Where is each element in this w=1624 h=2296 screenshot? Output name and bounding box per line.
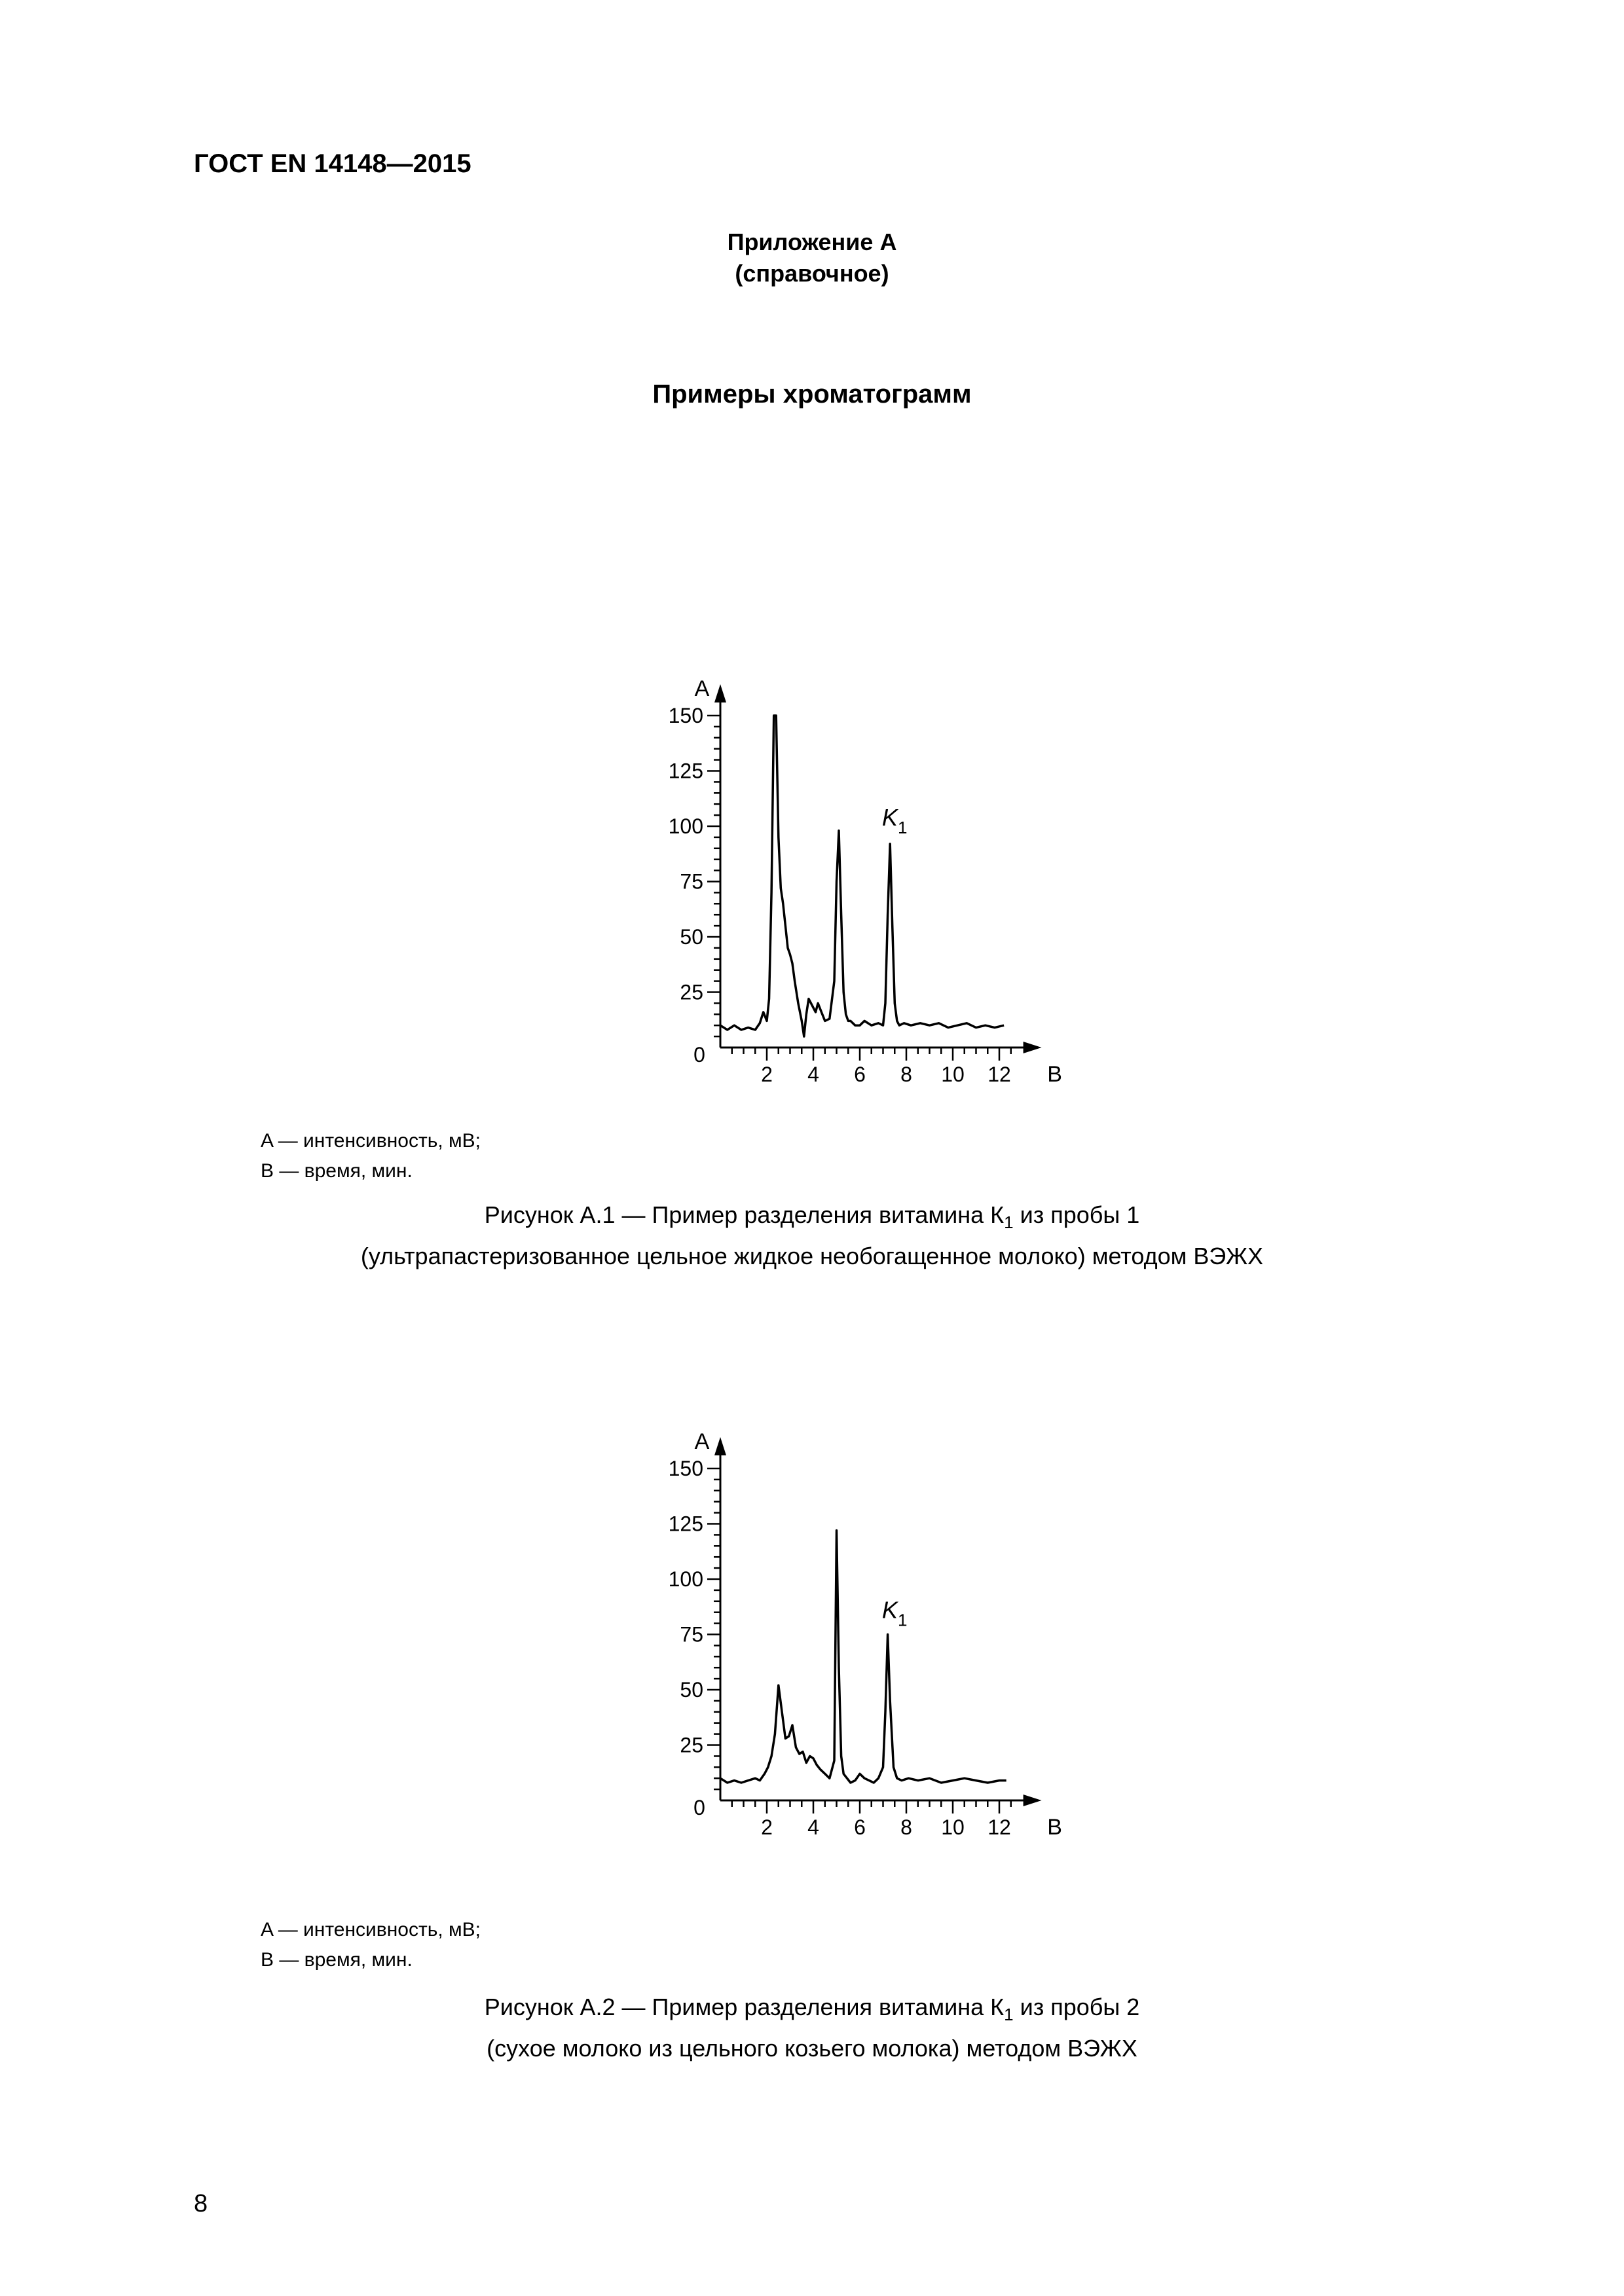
peak-label-subscript: 1 [898,1611,907,1630]
x-axis-label: B [1047,1062,1062,1087]
y-tick-label: 100 [669,814,703,838]
peak-label-subscript: 1 [898,818,907,837]
y-axis-arrow [714,1437,726,1455]
x-tick-label: 6 [854,1815,866,1839]
peak-label-k1: K1 [882,1597,907,1630]
caption-line1-start: Рисунок А.2 — Пример разделения витамина… [484,1994,1005,2020]
figure-2-caption: Рисунок А.2 — Пример разделения витамина… [0,1990,1624,2066]
origin-label: 0 [693,1796,705,1819]
y-axis-label: A [695,676,710,701]
legend-line-a: A — интенсивность, мВ; [261,1130,481,1152]
figure-1-caption: Рисунок А.1 — Пример разделения витамина… [0,1198,1624,1273]
x-tick-label: 8 [900,1063,912,1086]
y-axis-arrow [714,684,726,702]
chromatogram-trace [720,714,1005,1038]
y-tick-label: 50 [680,925,703,949]
x-tick-label: 10 [941,1063,965,1086]
annex-note: (справочное) [735,260,889,287]
y-tick-label: 25 [680,981,703,1004]
document-header: ГОСТ EN 14148—2015 [194,149,471,178]
y-tick-label: 25 [680,1734,703,1757]
figure-2-legend: A — интенсивность, мВ; B — время, мин. [261,1915,481,1975]
caption-line1-end: из пробы 2 [1013,1994,1140,2020]
y-axis-label: A [695,1429,710,1454]
x-axis-arrow [1023,1795,1042,1806]
section-title: Примеры хроматограмм [652,380,972,409]
y-tick-label: 75 [680,1623,703,1647]
caption-subscript: 1 [1004,1212,1014,1233]
y-tick-label: 125 [669,759,703,783]
caption-subscript: 1 [1004,2005,1014,2025]
annex-heading: Приложение А (справочное) [0,227,1624,289]
origin-label: 0 [693,1043,705,1066]
x-tick-label: 4 [807,1063,819,1086]
y-tick-label: 125 [669,1512,703,1536]
page-number: 8 [194,2190,208,2217]
chromatogram-figure-2: 25 50 75 100 125 150 2 4 6 8 10 12 0 A B K1 [669,1429,1062,1840]
y-tick-label: 50 [680,1678,703,1702]
annex-title: Приложение А [727,228,897,255]
y-tick-label: 150 [669,704,703,727]
y-tick-label: 150 [669,1457,703,1480]
chromatogram-trace [720,1529,1006,1784]
figure-1-legend: A — интенсивность, мВ; B — время, мин. [261,1126,481,1186]
x-tick-label: 12 [987,1063,1011,1086]
x-tick-label: 6 [854,1063,866,1086]
peak-label-k1: K1 [882,804,907,837]
x-axis-label: B [1047,1815,1062,1840]
x-tick-label: 8 [900,1815,912,1839]
y-tick-label: 100 [669,1567,703,1591]
x-axis-arrow [1023,1042,1042,1053]
x-tick-label: 2 [761,1815,773,1839]
caption-line2: (сухое молоко из цельного козьего молока… [487,2035,1137,2062]
x-tick-label: 10 [941,1815,965,1839]
legend-line-a: A — интенсивность, мВ; [261,1919,481,1941]
x-tick-label: 12 [987,1815,1011,1839]
chromatogram-figure-1: 25 50 75 100 125 150 2 4 6 8 10 12 0 A B K1 [669,676,1062,1087]
x-tick-label: 4 [807,1815,819,1839]
legend-line-b: B — время, мин. [261,1160,413,1182]
y-tick-label: 75 [680,870,703,894]
caption-line1-start: Рисунок А.1 — Пример разделения витамина… [484,1201,1005,1228]
caption-line2: (ультрапастеризованное цельное жидкое не… [360,1243,1264,1270]
legend-line-b: B — время, мин. [261,1949,413,1971]
x-tick-label: 2 [761,1063,773,1086]
caption-line1-end: из пробы 1 [1013,1201,1140,1228]
